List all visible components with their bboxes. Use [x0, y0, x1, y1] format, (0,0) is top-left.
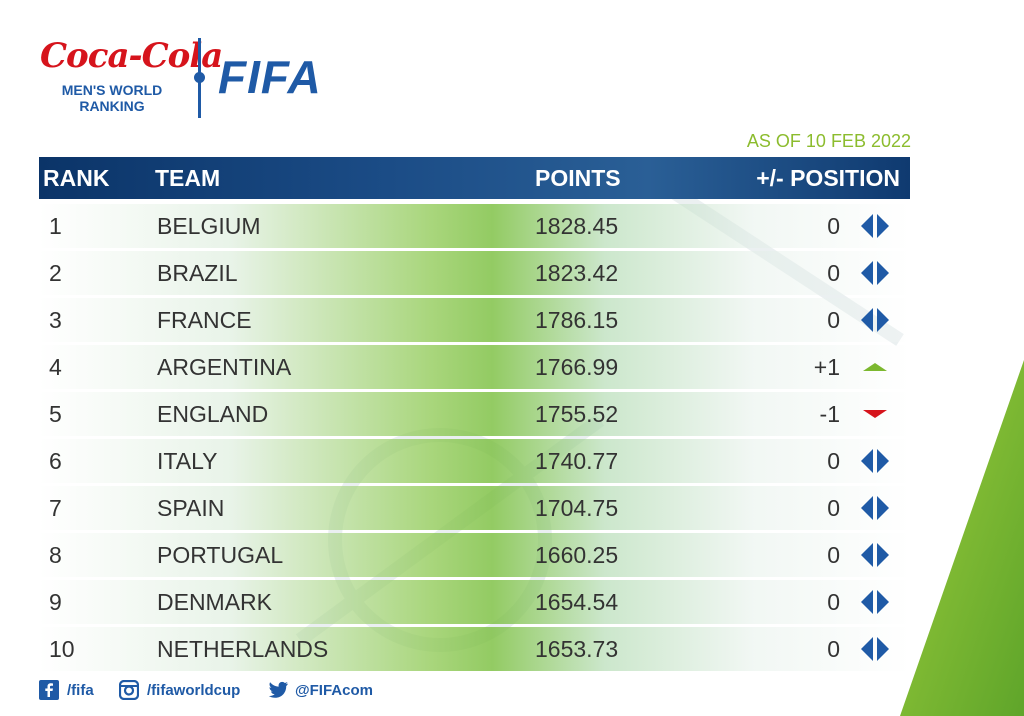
position-change-cell: 0 [827, 448, 840, 474]
table-row: 7 SPAIN 1704.75 0 [39, 486, 910, 530]
no-change-icon [860, 298, 890, 342]
rank-cell: 9 [49, 589, 62, 615]
table-row: 2 BRAZIL 1823.42 0 [39, 251, 910, 295]
ranking-date: AS OF 10 FEB 2022 [746, 131, 911, 151]
table-row: 10 NETHERLANDS 1653.73 0 [39, 627, 910, 671]
header-points: POINTS [535, 165, 621, 191]
position-change-cell: 0 [827, 307, 840, 333]
points-cell: 1766.99 [535, 354, 619, 380]
ranking-title: MEN'S WORLD RANKING [42, 82, 182, 114]
ranking-title-line2: RANKING [79, 98, 145, 114]
position-change-cell: 0 [827, 260, 840, 286]
position-change-cell: 0 [827, 589, 840, 615]
team-cell: ITALY [157, 448, 218, 474]
header-team: TEAM [155, 165, 221, 191]
points-cell: 1755.52 [535, 401, 619, 427]
no-change-icon [860, 439, 890, 483]
points-cell: 1828.45 [535, 213, 619, 239]
points-cell: 1654.54 [535, 589, 619, 615]
no-change-icon [860, 204, 890, 248]
rank-cell: 1 [49, 213, 62, 239]
team-cell: NETHERLANDS [157, 636, 329, 662]
team-cell: BELGIUM [157, 213, 261, 239]
team-cell: SPAIN [157, 495, 225, 521]
position-change-cell: -1 [819, 401, 840, 427]
rank-cell: 2 [49, 260, 62, 286]
no-change-icon [860, 251, 890, 295]
team-cell: ARGENTINA [157, 354, 292, 380]
twitter-icon [268, 681, 288, 698]
facebook-icon [39, 680, 59, 700]
team-cell: DENMARK [157, 589, 273, 615]
table-row: 5 ENGLAND 1755.52 -1 [39, 392, 910, 436]
trend-down-icon [860, 392, 890, 436]
ranking-title-line1: MEN'S WORLD [61, 82, 163, 98]
rank-cell: 7 [49, 495, 62, 521]
rank-cell: 6 [49, 448, 62, 474]
no-change-icon [860, 627, 890, 671]
position-change-cell: 0 [827, 213, 840, 239]
points-cell: 1704.75 [535, 495, 619, 521]
team-cell: BRAZIL [157, 260, 238, 286]
coca-cola-logo: Coca-Cola [40, 36, 223, 76]
rank-cell: 3 [49, 307, 62, 333]
rank-cell: 8 [49, 542, 62, 568]
header-rank: RANK [43, 165, 110, 191]
no-change-icon [860, 533, 890, 577]
table-row: 4 ARGENTINA 1766.99 +1 [39, 345, 910, 389]
position-change-cell: +1 [813, 354, 840, 380]
table-row: 6 ITALY 1740.77 0 [39, 439, 910, 483]
table-row: 1 BELGIUM 1828.45 0 [39, 204, 910, 248]
no-change-icon [860, 486, 890, 530]
team-cell: FRANCE [157, 307, 252, 333]
points-cell: 1653.73 [535, 636, 619, 662]
twitter-handle: @FIFAcom [295, 682, 373, 699]
logo-divider-dot [194, 72, 205, 83]
points-cell: 1786.15 [535, 307, 619, 333]
team-cell: ENGLAND [157, 401, 269, 427]
table-row: 9 DENMARK 1654.54 0 [39, 580, 910, 624]
team-cell: PORTUGAL [157, 542, 284, 568]
points-cell: 1740.77 [535, 448, 619, 474]
instagram-icon [119, 680, 139, 700]
facebook-handle: /fifa [67, 682, 94, 699]
points-cell: 1660.25 [535, 542, 619, 568]
table-header: RANK TEAM POINTS +/- POSITION [39, 157, 910, 199]
trend-up-icon [860, 345, 890, 389]
position-change-cell: 0 [827, 542, 840, 568]
no-change-icon [860, 580, 890, 624]
points-cell: 1823.42 [535, 260, 619, 286]
rank-cell: 5 [49, 401, 62, 427]
fifa-logo: FIFA [218, 51, 322, 103]
brand-logo: Coca-Cola MEN'S WORLD RANKING FIFA [38, 30, 358, 120]
table-row: 3 FRANCE 1786.15 0 [39, 298, 910, 342]
rank-cell: 4 [49, 354, 62, 380]
instagram-handle: /fifaworldcup [147, 682, 241, 699]
position-change-cell: 0 [827, 495, 840, 521]
table-row: 8 PORTUGAL 1660.25 0 [39, 533, 910, 577]
position-change-cell: 0 [827, 636, 840, 662]
header-position: +/- POSITION [756, 165, 900, 191]
rank-cell: 10 [49, 636, 75, 662]
